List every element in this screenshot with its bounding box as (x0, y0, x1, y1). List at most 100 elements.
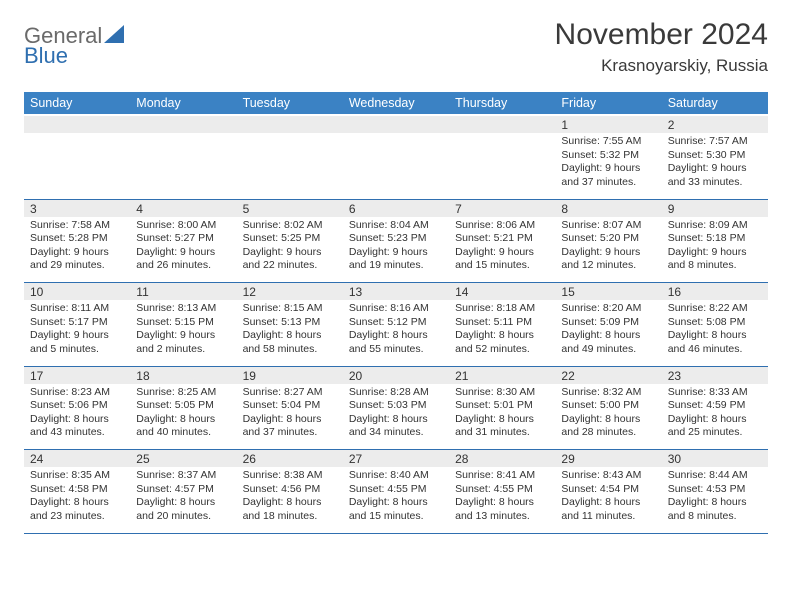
sunset-text: Sunset: 4:55 PM (455, 483, 549, 497)
day-content-cell: Sunrise: 7:58 AMSunset: 5:28 PMDaylight:… (24, 217, 130, 283)
daylight-text: Daylight: 8 hours and 11 minutes. (561, 496, 655, 523)
sunset-text: Sunset: 4:55 PM (349, 483, 443, 497)
brand-text: General Blue (24, 26, 124, 66)
day-content-cell: Sunrise: 8:15 AMSunset: 5:13 PMDaylight:… (237, 300, 343, 366)
sunrise-text: Sunrise: 8:02 AM (243, 219, 337, 233)
day-number-cell: 17 (24, 366, 130, 384)
daylight-text: Daylight: 8 hours and 25 minutes. (668, 413, 762, 440)
day-number-cell: 15 (555, 283, 661, 301)
sunset-text: Sunset: 5:23 PM (349, 232, 443, 246)
daylight-text: Daylight: 9 hours and 33 minutes. (668, 162, 762, 189)
sunset-text: Sunset: 5:00 PM (561, 399, 655, 413)
sunset-text: Sunset: 5:20 PM (561, 232, 655, 246)
day-number-cell: 22 (555, 366, 661, 384)
day-number-cell: 4 (130, 199, 236, 217)
sunrise-text: Sunrise: 8:15 AM (243, 302, 337, 316)
day-content-cell: Sunrise: 8:06 AMSunset: 5:21 PMDaylight:… (449, 217, 555, 283)
sunset-text: Sunset: 4:59 PM (668, 399, 762, 413)
sunset-text: Sunset: 5:05 PM (136, 399, 230, 413)
day-content-cell: Sunrise: 8:11 AMSunset: 5:17 PMDaylight:… (24, 300, 130, 366)
sunrise-text: Sunrise: 8:37 AM (136, 469, 230, 483)
daylight-text: Daylight: 8 hours and 15 minutes. (349, 496, 443, 523)
weekday-header: Thursday (449, 92, 555, 115)
daylight-text: Daylight: 9 hours and 29 minutes. (30, 246, 124, 273)
content-row: Sunrise: 7:55 AMSunset: 5:32 PMDaylight:… (24, 133, 768, 199)
day-number-cell: 28 (449, 450, 555, 468)
day-number-cell: 11 (130, 283, 236, 301)
day-number-cell: 3 (24, 199, 130, 217)
sunset-text: Sunset: 5:11 PM (455, 316, 549, 330)
day-number-cell: 14 (449, 283, 555, 301)
day-content-cell: Sunrise: 8:37 AMSunset: 4:57 PMDaylight:… (130, 467, 236, 533)
sunset-text: Sunset: 5:30 PM (668, 149, 762, 163)
daylight-text: Daylight: 8 hours and 13 minutes. (455, 496, 549, 523)
sail-icon (104, 25, 124, 43)
sunset-text: Sunset: 5:03 PM (349, 399, 443, 413)
day-content-cell (343, 133, 449, 199)
sunrise-text: Sunrise: 8:22 AM (668, 302, 762, 316)
sunset-text: Sunset: 4:58 PM (30, 483, 124, 497)
daylight-text: Daylight: 8 hours and 18 minutes. (243, 496, 337, 523)
daylight-text: Daylight: 9 hours and 37 minutes. (561, 162, 655, 189)
day-number-cell: 18 (130, 366, 236, 384)
day-number-cell: 8 (555, 199, 661, 217)
day-content-cell: Sunrise: 8:07 AMSunset: 5:20 PMDaylight:… (555, 217, 661, 283)
daylight-text: Daylight: 8 hours and 8 minutes. (668, 496, 762, 523)
day-content-cell: Sunrise: 8:32 AMSunset: 5:00 PMDaylight:… (555, 384, 661, 450)
day-number-cell: 23 (662, 366, 768, 384)
sunset-text: Sunset: 5:32 PM (561, 149, 655, 163)
sunset-text: Sunset: 5:09 PM (561, 316, 655, 330)
day-number-cell (343, 115, 449, 133)
weekday-header: Tuesday (237, 92, 343, 115)
day-number-cell: 27 (343, 450, 449, 468)
sunrise-text: Sunrise: 8:07 AM (561, 219, 655, 233)
day-content-cell (130, 133, 236, 199)
daylight-text: Daylight: 9 hours and 8 minutes. (668, 246, 762, 273)
sunrise-text: Sunrise: 8:25 AM (136, 386, 230, 400)
sunset-text: Sunset: 5:08 PM (668, 316, 762, 330)
content-row: Sunrise: 7:58 AMSunset: 5:28 PMDaylight:… (24, 217, 768, 283)
sunset-text: Sunset: 4:53 PM (668, 483, 762, 497)
daylight-text: Daylight: 8 hours and 31 minutes. (455, 413, 549, 440)
sunset-text: Sunset: 5:17 PM (30, 316, 124, 330)
weekday-header: Monday (130, 92, 236, 115)
sunset-text: Sunset: 4:57 PM (136, 483, 230, 497)
sunset-text: Sunset: 5:18 PM (668, 232, 762, 246)
day-number-cell: 26 (237, 450, 343, 468)
day-number-cell: 13 (343, 283, 449, 301)
day-content-cell: Sunrise: 8:41 AMSunset: 4:55 PMDaylight:… (449, 467, 555, 533)
sunrise-text: Sunrise: 7:58 AM (30, 219, 124, 233)
sunset-text: Sunset: 4:54 PM (561, 483, 655, 497)
day-content-cell: Sunrise: 8:35 AMSunset: 4:58 PMDaylight:… (24, 467, 130, 533)
day-content-cell: Sunrise: 8:02 AMSunset: 5:25 PMDaylight:… (237, 217, 343, 283)
title-block: November 2024 Krasnoyarskiy, Russia (555, 18, 768, 76)
weekday-header: Saturday (662, 92, 768, 115)
day-content-cell: Sunrise: 8:18 AMSunset: 5:11 PMDaylight:… (449, 300, 555, 366)
day-content-cell: Sunrise: 8:27 AMSunset: 5:04 PMDaylight:… (237, 384, 343, 450)
day-content-cell: Sunrise: 8:25 AMSunset: 5:05 PMDaylight:… (130, 384, 236, 450)
location: Krasnoyarskiy, Russia (555, 56, 768, 76)
sunset-text: Sunset: 4:56 PM (243, 483, 337, 497)
sunset-text: Sunset: 5:06 PM (30, 399, 124, 413)
day-number-cell (130, 115, 236, 133)
day-content-cell: Sunrise: 8:23 AMSunset: 5:06 PMDaylight:… (24, 384, 130, 450)
day-content-cell: Sunrise: 8:09 AMSunset: 5:18 PMDaylight:… (662, 217, 768, 283)
sunrise-text: Sunrise: 8:41 AM (455, 469, 549, 483)
month-title: November 2024 (555, 18, 768, 52)
day-content-cell: Sunrise: 7:57 AMSunset: 5:30 PMDaylight:… (662, 133, 768, 199)
day-number-cell: 16 (662, 283, 768, 301)
day-content-cell (237, 133, 343, 199)
daylight-text: Daylight: 8 hours and 28 minutes. (561, 413, 655, 440)
sunset-text: Sunset: 5:12 PM (349, 316, 443, 330)
sunrise-text: Sunrise: 8:32 AM (561, 386, 655, 400)
sunrise-text: Sunrise: 8:33 AM (668, 386, 762, 400)
weekday-header: Sunday (24, 92, 130, 115)
sunset-text: Sunset: 5:21 PM (455, 232, 549, 246)
day-content-cell: Sunrise: 8:20 AMSunset: 5:09 PMDaylight:… (555, 300, 661, 366)
daylight-text: Daylight: 8 hours and 34 minutes. (349, 413, 443, 440)
daylight-text: Daylight: 9 hours and 22 minutes. (243, 246, 337, 273)
daynum-row: 12 (24, 115, 768, 133)
day-content-cell: Sunrise: 8:38 AMSunset: 4:56 PMDaylight:… (237, 467, 343, 533)
day-number-cell: 10 (24, 283, 130, 301)
day-number-cell: 25 (130, 450, 236, 468)
